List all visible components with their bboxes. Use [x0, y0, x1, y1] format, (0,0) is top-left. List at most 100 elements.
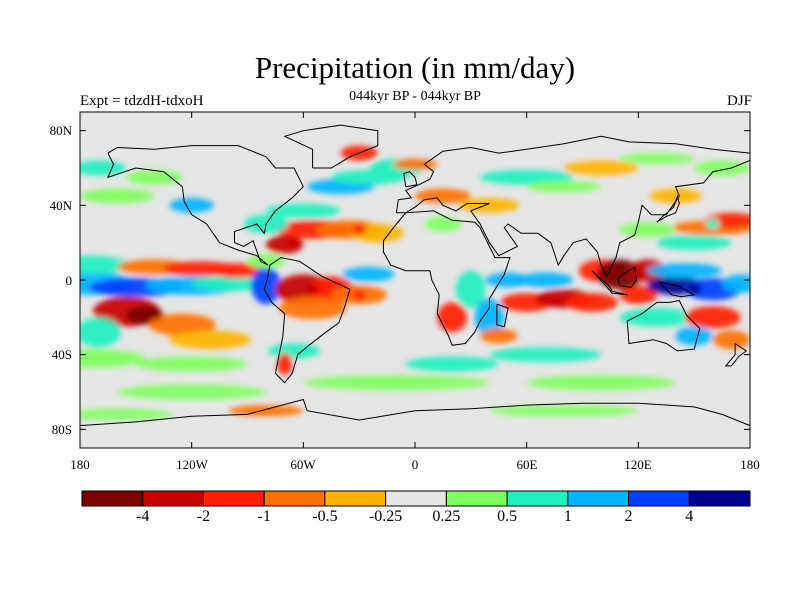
colorbar-swatch — [324, 490, 387, 507]
anomaly-patch — [135, 356, 248, 372]
anomaly-patch — [80, 349, 146, 368]
coastline — [106, 145, 304, 266]
anomaly-patch — [169, 197, 215, 213]
anomaly-patch — [722, 274, 750, 294]
coastline — [656, 194, 680, 223]
coastline — [263, 257, 351, 384]
colorbar-label: -4 — [136, 508, 150, 525]
season-label: DJF — [726, 93, 752, 109]
anomaly-region-indian-ocean-dry — [547, 297, 562, 308]
coastline — [724, 343, 748, 367]
anomaly-patch — [459, 197, 520, 213]
coastline — [626, 299, 701, 352]
anomaly-region-west-pacific-wet — [687, 284, 702, 295]
colorbar-swatch — [385, 490, 447, 507]
anomaly-patch — [694, 160, 750, 176]
anomaly-patch — [526, 375, 676, 391]
anomaly-patch — [266, 203, 341, 219]
colorbar-swatch — [81, 490, 144, 507]
coastline — [283, 124, 379, 169]
lat-tick-label: 80S — [51, 422, 72, 437]
anomaly-patch — [279, 296, 347, 320]
anomaly-patch — [228, 405, 304, 417]
anomaly-patch — [485, 272, 531, 288]
lon-tick-label: 60W — [290, 457, 316, 472]
coastline — [496, 303, 509, 328]
coastline — [382, 210, 511, 346]
anomaly-patch — [80, 408, 174, 420]
anomaly-patch — [342, 266, 395, 282]
anomaly-patch — [191, 276, 267, 292]
anomaly-patch — [415, 188, 471, 204]
colorbar-swatch — [506, 490, 569, 507]
lat-tick-label: 80N — [49, 123, 72, 138]
lon-tick-label: 0 — [411, 457, 419, 472]
coastline — [395, 135, 750, 278]
colorbar-swatch — [688, 490, 751, 507]
anomaly-region-amazon-dry — [305, 284, 320, 295]
anomaly-patch — [80, 255, 131, 275]
anomaly-patch — [619, 153, 695, 165]
anomaly-patch — [126, 169, 183, 185]
coastline — [403, 171, 418, 188]
lon-tick-label: 180 — [740, 457, 760, 472]
colorbar-label: -0.25 — [368, 508, 403, 525]
anomaly-region-south-atlantic-dry — [352, 289, 367, 300]
anomaly-patch — [526, 181, 602, 193]
coastline — [80, 398, 750, 427]
anomaly-patch — [489, 347, 602, 363]
anomaly-patch — [563, 160, 639, 176]
anomaly-patch — [117, 384, 267, 400]
anomaly-patch — [647, 263, 723, 279]
anomaly-patch — [251, 266, 281, 305]
anomaly-region-north-pacific-wet — [705, 219, 720, 229]
colorbar-label: 4 — [685, 508, 694, 525]
colorbar-label: -2 — [196, 508, 211, 525]
anomaly-patch — [455, 270, 486, 309]
lon-tick-label: 60E — [516, 457, 538, 472]
anomaly-patch — [212, 263, 265, 279]
anomaly-patch — [405, 356, 499, 372]
anomaly-patch — [712, 330, 750, 350]
colorbar-label: -0.5 — [312, 508, 338, 525]
lat-tick-label: 40N — [49, 198, 72, 213]
anomaly-patch — [480, 169, 574, 185]
colorbar-label: 0.25 — [432, 508, 461, 525]
anomaly-patch — [619, 285, 657, 305]
anomaly-patch — [517, 272, 574, 288]
colorbar-swatch — [142, 490, 204, 507]
anomaly-region-maritime-continent-dry — [612, 269, 627, 280]
coastline — [617, 266, 638, 289]
coastline — [591, 270, 628, 296]
anomaly-region-central-pacific-dry — [147, 308, 162, 319]
anomaly-patch — [675, 326, 713, 346]
anomaly-patch — [565, 293, 618, 312]
anomaly-patch — [424, 216, 462, 232]
anomaly-patch — [649, 188, 702, 204]
lon-tick-label: 120W — [176, 457, 208, 472]
experiment-label: Expt = tdzdH-tdxoH — [80, 93, 204, 109]
anomaly-patch — [80, 160, 127, 176]
anomaly-patch — [80, 188, 155, 204]
anomaly-patch — [656, 235, 732, 251]
anomaly-patch — [489, 405, 639, 417]
coastline — [658, 281, 696, 298]
lon-tick-label: 180 — [70, 457, 90, 472]
lon-tick-label: 120E — [624, 457, 652, 472]
lat-tick-label: 40S — [51, 347, 72, 362]
anomaly-patch — [267, 343, 321, 359]
anomaly-patch — [684, 306, 741, 329]
anomaly-region-southern-ocean-wet — [389, 377, 404, 388]
anomaly-patch — [277, 352, 293, 376]
anomaly-patch — [480, 328, 518, 344]
anomaly-patch — [619, 222, 676, 238]
anomaly-region-caribbean-dry — [287, 237, 302, 248]
lat-tick-label: 0 — [65, 273, 73, 288]
anomaly-region-atlantic-dry-band — [352, 224, 367, 235]
plot-title: Precipitation (in mm/day) — [254, 50, 576, 85]
colorbar-swatch — [263, 490, 326, 507]
colorbar-label: 2 — [624, 508, 633, 525]
colorbar-swatch — [567, 490, 630, 507]
colorbar-swatch — [628, 490, 690, 507]
